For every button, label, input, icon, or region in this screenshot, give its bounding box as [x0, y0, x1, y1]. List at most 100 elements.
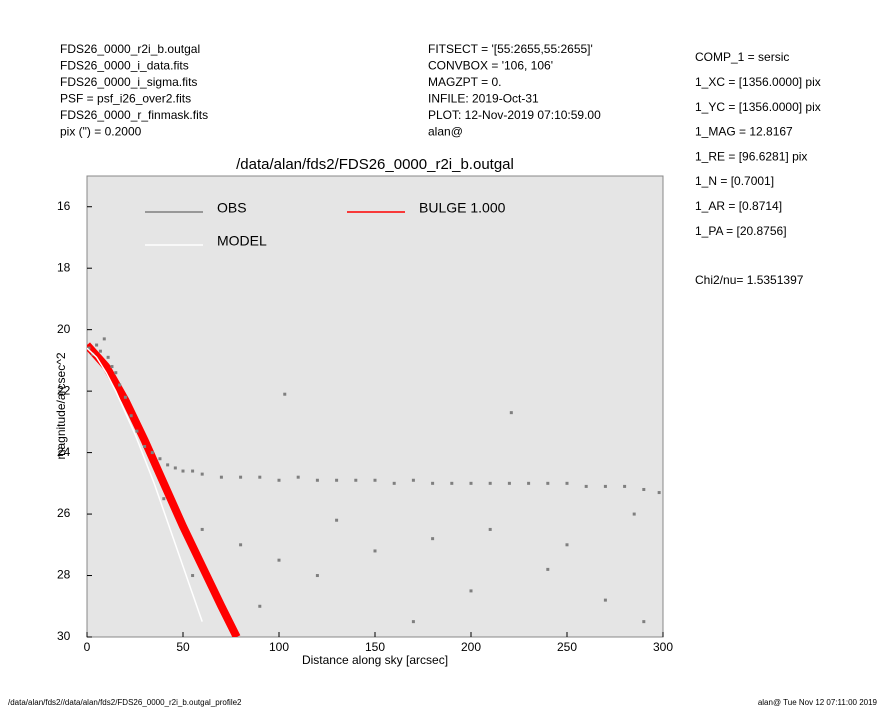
legend-label: OBS: [217, 200, 247, 216]
data-point: [411, 478, 415, 482]
chart-title: /data/alan/fds2/FDS26_0000_r2i_b.outgal: [236, 156, 514, 173]
data-point: [239, 543, 243, 547]
data-point: [95, 343, 99, 347]
y-tick-label: 28: [57, 568, 71, 582]
data-point: [191, 469, 195, 473]
data-point: [642, 487, 646, 491]
data-point: [239, 475, 243, 479]
data-point: [114, 371, 118, 375]
footer-right: alan@ Tue Nov 12 07:11:00 2019: [758, 698, 878, 707]
data-point: [469, 481, 473, 485]
header-middle-line: MAGZPT = 0.: [428, 75, 501, 89]
header-middle-line: INFILE: 2019-Oct-31: [428, 92, 539, 106]
data-point: [488, 481, 492, 485]
data-point: [488, 527, 492, 531]
data-point: [431, 537, 435, 541]
data-point: [110, 365, 114, 369]
data-point: [296, 475, 300, 479]
parameter: 1_PA = [20.8756]: [695, 224, 787, 238]
y-tick-label: 26: [57, 506, 71, 520]
data-point: [565, 481, 569, 485]
header-middle-line: alan@: [428, 125, 463, 139]
data-point: [335, 518, 339, 522]
data-point: [431, 481, 435, 485]
data-point: [411, 620, 415, 624]
data-point: [450, 481, 454, 485]
parameter: 1_XC = [1356.0000] pix: [695, 75, 821, 89]
parameter: COMP_1 = sersic: [695, 50, 789, 64]
header-left-line: FDS26_0000_i_data.fits: [60, 59, 189, 73]
data-point: [283, 392, 287, 396]
y-tick-label: 22: [57, 383, 71, 397]
data-point: [173, 466, 177, 470]
header-left-line: FDS26_0000_r2i_b.outgal: [60, 42, 200, 56]
data-point: [509, 411, 513, 415]
data-point: [87, 346, 91, 350]
header-middle-line: FITSECT = '[55:2655,55:2655]': [428, 42, 593, 56]
data-point: [277, 478, 281, 482]
data-point: [162, 497, 166, 501]
data-point: [277, 558, 281, 562]
parameter: 1_N = [0.7001]: [695, 174, 774, 188]
x-axis-label: Distance along sky [arcsec]: [302, 653, 448, 667]
legend-label: BULGE 1.000: [419, 200, 506, 216]
parameter: 1_RE = [96.6281] pix: [695, 149, 807, 163]
data-point: [603, 484, 607, 488]
data-point: [200, 472, 204, 476]
data-point: [158, 457, 162, 461]
x-tick-label: 250: [557, 640, 577, 654]
data-point: [469, 589, 473, 593]
data-point: [623, 484, 627, 488]
data-point: [181, 469, 185, 473]
y-tick-label: 30: [57, 629, 71, 643]
x-tick-label: 300: [653, 640, 673, 654]
y-axis-label: magnitude/arcsec^2: [54, 352, 68, 459]
header-left-line: FDS26_0000_r_finmask.fits: [60, 108, 208, 122]
data-point: [258, 475, 262, 479]
y-tick-label: 16: [57, 199, 71, 213]
data-point: [150, 451, 154, 455]
x-tick-label: 100: [269, 640, 289, 654]
x-tick-label: 0: [84, 640, 91, 654]
data-point: [642, 620, 646, 624]
header-left-line: pix (") = 0.2000: [60, 125, 142, 139]
data-point: [373, 478, 377, 482]
data-point: [657, 491, 661, 495]
data-point: [98, 349, 102, 353]
data-point: [315, 574, 319, 578]
model-line: [87, 342, 241, 637]
data-point: [565, 543, 569, 547]
data-point: [632, 512, 636, 516]
plot-area: [86, 175, 664, 638]
data-point: [603, 598, 607, 602]
header-middle-line: CONVBOX = '106, 106': [428, 59, 553, 73]
data-point: [219, 475, 223, 479]
data-point: [258, 604, 262, 608]
parameter: 1_AR = [0.8714]: [695, 199, 782, 213]
header-left-line: FDS26_0000_i_sigma.fits: [60, 75, 197, 89]
data-point: [373, 549, 377, 553]
data-point: [106, 355, 110, 359]
model-line: [87, 347, 203, 622]
data-point: [546, 481, 550, 485]
data-point: [200, 527, 204, 531]
data-point: [354, 478, 358, 482]
chi2: Chi2/nu= 1.5351397: [695, 273, 804, 287]
data-point: [335, 478, 339, 482]
data-point: [143, 444, 147, 448]
data-point: [392, 481, 396, 485]
header-left-line: PSF = psf_i26_over2.fits: [60, 92, 191, 106]
y-tick-label: 18: [57, 260, 71, 274]
y-tick-label: 24: [57, 445, 71, 459]
data-point: [166, 463, 170, 467]
data-point: [135, 429, 139, 433]
x-tick-label: 50: [176, 640, 190, 654]
data-point: [546, 567, 550, 571]
header-middle-line: PLOT: 12-Nov-2019 07:10:59.00: [428, 108, 601, 122]
data-point: [129, 414, 133, 418]
data-point: [102, 337, 106, 341]
data-point: [527, 481, 531, 485]
legend-label: MODEL: [217, 233, 267, 249]
y-tick-label: 20: [57, 322, 71, 336]
